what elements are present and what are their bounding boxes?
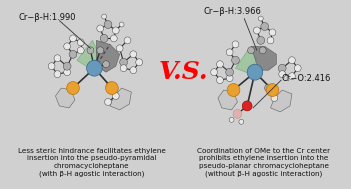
Circle shape [227,84,240,97]
Text: Cr−β-H:1.990: Cr−β-H:1.990 [19,13,76,22]
Circle shape [258,16,263,21]
Circle shape [100,34,108,42]
Circle shape [253,27,260,34]
Polygon shape [251,46,276,70]
Circle shape [69,35,77,42]
Circle shape [239,119,244,124]
Circle shape [97,47,104,54]
Circle shape [267,37,274,44]
Circle shape [269,29,276,36]
Polygon shape [236,48,257,74]
Circle shape [217,77,223,84]
Text: V.S.: V.S. [159,60,209,84]
Text: Cr−β-H:3.966: Cr−β-H:3.966 [203,7,261,16]
Text: Cr−O:2.416: Cr−O:2.416 [281,74,331,83]
Circle shape [102,14,107,19]
Circle shape [64,69,71,76]
Circle shape [54,71,61,78]
Circle shape [242,101,252,111]
Circle shape [54,55,61,62]
Circle shape [111,35,117,42]
Circle shape [279,71,286,78]
Circle shape [248,47,254,54]
Circle shape [265,84,272,92]
Circle shape [87,47,94,54]
Circle shape [77,47,84,54]
Circle shape [233,109,242,118]
Circle shape [97,25,104,32]
Circle shape [112,27,119,34]
Polygon shape [77,40,98,70]
Circle shape [271,94,278,101]
Polygon shape [96,40,120,72]
Circle shape [105,98,111,105]
Circle shape [67,82,79,94]
Circle shape [226,49,233,56]
Circle shape [266,84,279,97]
Circle shape [130,67,137,74]
Polygon shape [271,90,292,112]
Circle shape [64,43,71,50]
Circle shape [106,82,114,90]
Polygon shape [218,90,237,110]
Circle shape [87,60,102,76]
Circle shape [247,64,263,80]
Circle shape [104,21,112,29]
Circle shape [289,57,295,64]
Circle shape [226,68,233,76]
Text: Less steric hindrance facilitates ethylene
insertion into the pseudo-pyramidal
c: Less steric hindrance facilitates ethyle… [18,148,165,177]
Polygon shape [110,88,131,110]
Circle shape [217,61,223,68]
Circle shape [257,36,265,44]
Circle shape [289,73,295,80]
Polygon shape [55,88,75,108]
Circle shape [69,50,77,58]
Circle shape [48,63,55,70]
Circle shape [116,45,123,52]
Circle shape [226,75,233,82]
Circle shape [124,37,131,44]
Circle shape [261,22,269,30]
Text: Coordination of OMe to the Cr center
prohibits ethylene insertion into the
pseud: Coordination of OMe to the Cr center pro… [197,148,330,177]
Circle shape [106,82,118,94]
Circle shape [77,39,84,46]
Circle shape [136,59,143,66]
Circle shape [120,65,127,72]
Circle shape [278,64,286,72]
Circle shape [232,56,239,64]
Circle shape [130,51,137,58]
Circle shape [120,58,127,66]
Circle shape [259,47,266,54]
Circle shape [294,65,301,72]
Circle shape [63,62,71,70]
Circle shape [112,92,119,99]
Circle shape [232,41,239,48]
Circle shape [119,22,124,27]
Circle shape [211,69,218,76]
Circle shape [102,61,110,68]
Circle shape [229,117,234,122]
